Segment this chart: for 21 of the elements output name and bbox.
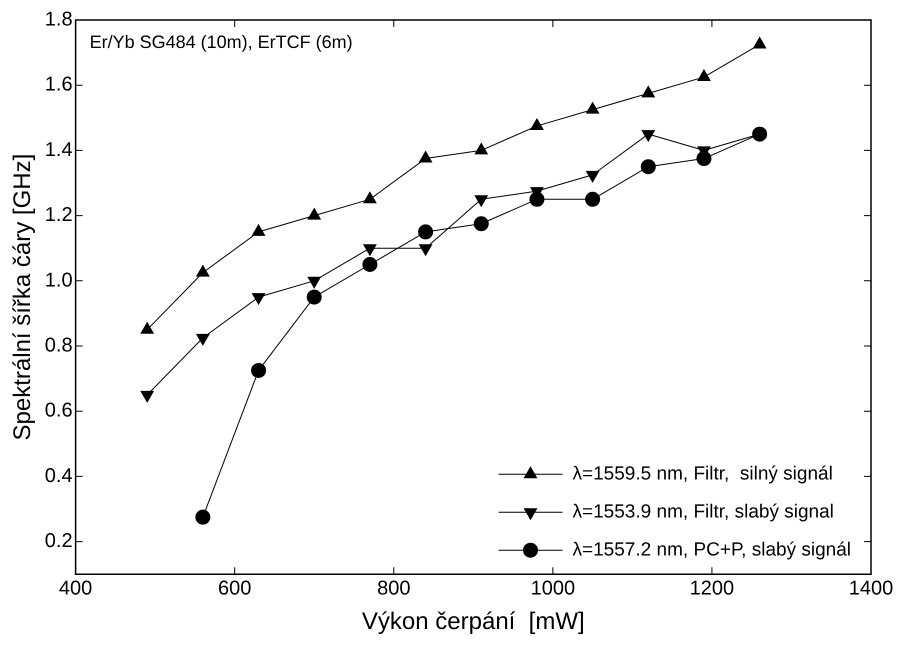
y-tick-label: 0.8 bbox=[44, 334, 73, 357]
x-tick-label: 1400 bbox=[848, 578, 894, 600]
y-axis-title: Spektrální šířka čáry [GHz] bbox=[9, 154, 36, 440]
y-tick-label: 0.2 bbox=[44, 530, 73, 552]
y-tick-label: 1.0 bbox=[44, 269, 73, 292]
y-tick-label: 1.2 bbox=[44, 204, 73, 226]
x-tick-label: 600 bbox=[218, 578, 252, 600]
x-tick-label: 1200 bbox=[690, 578, 734, 600]
y-tick-label: 1.4 bbox=[44, 138, 73, 161]
legend-label: λ=1557.2 nm, PC+P, slabý signál bbox=[572, 539, 852, 560]
y-tick-label: 0.6 bbox=[44, 400, 73, 422]
x-tick-label: 400 bbox=[58, 578, 92, 600]
x-tick-label: 800 bbox=[377, 578, 410, 600]
annotation: Er/Yb SG484 (10m), ErTCF (6m) bbox=[90, 32, 353, 52]
legend-label: λ=1559.5 nm, Filtr, silný signál bbox=[572, 463, 833, 484]
legend-label: λ=1553.9 nm, Filtr, slabý signal bbox=[572, 501, 834, 522]
y-tick-label: 1.6 bbox=[44, 74, 73, 96]
x-tick-label: 1000 bbox=[530, 578, 576, 600]
y-tick-label: 1.8 bbox=[44, 8, 73, 31]
y-tick-label: 0.4 bbox=[44, 464, 73, 487]
x-axis-title: Výkon čerpání [mW] bbox=[362, 608, 585, 636]
